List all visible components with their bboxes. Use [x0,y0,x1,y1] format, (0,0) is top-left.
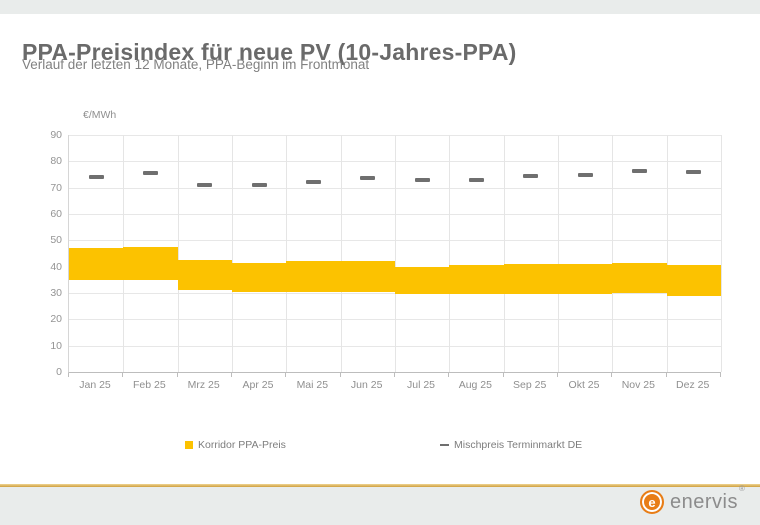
gridline-vertical [721,135,722,372]
y-tick-label: 20 [50,313,62,326]
registered-trademark-symbol: ® [738,483,746,493]
x-tick-label: Apr 25 [242,379,274,391]
footer-separator-line [0,484,760,487]
corridor-bar [449,265,504,295]
gridline-vertical [286,135,288,372]
mischpreis-dash-marker [360,176,376,181]
corridor-bar [395,266,450,295]
x-tick-label: Mrz 25 [187,379,220,391]
mischpreis-dash-marker [686,169,702,174]
mischpreis-dash-marker [143,171,158,176]
x-axis-tick [394,373,395,377]
gridline-vertical [503,135,505,372]
y-tick-label: 90 [50,129,62,141]
legend-dash-marker [440,443,449,447]
gridline-vertical [232,135,233,372]
x-tick-label: Jul 25 [406,379,436,391]
x-axis-tick [557,373,558,377]
x-axis-tick [285,373,287,377]
x-axis-tick [448,373,450,377]
enervis-logo-text: enervis® [670,483,746,513]
x-tick-label: Sep 25 [513,379,547,391]
x-axis-tick [68,373,69,377]
x-axis-tick [122,373,124,377]
mischpreis-dash-marker [632,168,647,173]
gridline-vertical [612,135,614,372]
x-axis-tick [665,373,667,377]
y-tick-label: 50 [50,234,62,247]
chart-plot-area [68,135,722,373]
x-tick-label: Nov 25 [621,379,655,391]
y-tick-label: 60 [50,208,62,220]
x-tick-label: Okt 25 [568,379,600,391]
y-tick-label: 80 [50,155,62,168]
corridor-bar [666,265,721,296]
x-tick-label: Aug 25 [458,379,492,391]
mischpreis-dash-marker [469,177,484,182]
mischpreis-dash-marker [523,173,539,178]
gridline-vertical [340,135,342,372]
gridline-vertical [449,135,451,372]
legend-label: Mischpreis Terminmarkt DE [454,439,583,451]
x-axis-tick [339,373,341,377]
legend-item-korridor: Korridor PPA-Preis [185,438,286,452]
gridline-vertical [395,135,396,372]
y-tick-label: 70 [50,181,62,194]
footer-band [0,487,760,525]
x-axis-tick [502,373,504,377]
gridline-vertical [666,135,668,372]
corridor-bar [286,261,341,292]
x-axis-tick [611,373,613,377]
gridline-vertical [558,135,559,372]
x-tick-label: Jun 25 [350,379,383,391]
corridor-bar [503,264,558,295]
page-subtitle: Verlauf der letzten 12 Monate, PPA-Begin… [22,57,370,72]
legend-square-marker [185,441,193,449]
top-band [0,0,760,14]
x-tick-label: Feb 25 [132,379,166,391]
chart-legend: Korridor PPA-Preis Mischpreis Terminmark… [0,438,760,454]
mischpreis-dash-marker [414,177,430,182]
mischpreis-dash-marker [306,180,321,185]
legend-label: Korridor PPA-Preis [198,439,286,451]
x-axis-tick [176,373,178,377]
enervis-logo-mark-icon: e [640,490,664,514]
enervis-logo: e enervis® [640,483,746,514]
y-axis-labels: 0 10 20 30 40 50 60 70 80 90 [30,129,62,378]
corridor-bar [69,248,124,280]
y-tick-label: 40 [50,260,62,273]
y-tick-label: 10 [50,339,62,352]
x-tick-label: Jan 25 [79,379,111,391]
page-title: PPA-Preisindex für neue PV (10-Jahres-PP… [22,39,517,66]
x-axis-tick [231,373,232,377]
mischpreis-dash-marker [197,183,213,188]
x-tick-label: Dez 25 [676,379,710,391]
mischpreis-dash-marker [88,175,104,180]
mischpreis-dash-marker [251,183,267,188]
legend-item-mischpreis: Mischpreis Terminmarkt DE [440,438,582,452]
x-tick-label: Mai 25 [296,379,329,391]
corridor-bar [232,262,287,292]
corridor-bar [123,246,178,280]
corridor-bar [340,261,395,292]
gridline-vertical [177,135,179,372]
corridor-bar [177,260,232,291]
y-tick-label: 0 [56,366,62,378]
corridor-bar [558,264,613,295]
x-axis-tick [720,373,721,377]
corridor-bar [612,262,667,293]
y-axis-unit-label: €/MWh [83,109,117,121]
y-tick-label: 30 [50,287,62,299]
mischpreis-dash-marker [577,172,593,177]
